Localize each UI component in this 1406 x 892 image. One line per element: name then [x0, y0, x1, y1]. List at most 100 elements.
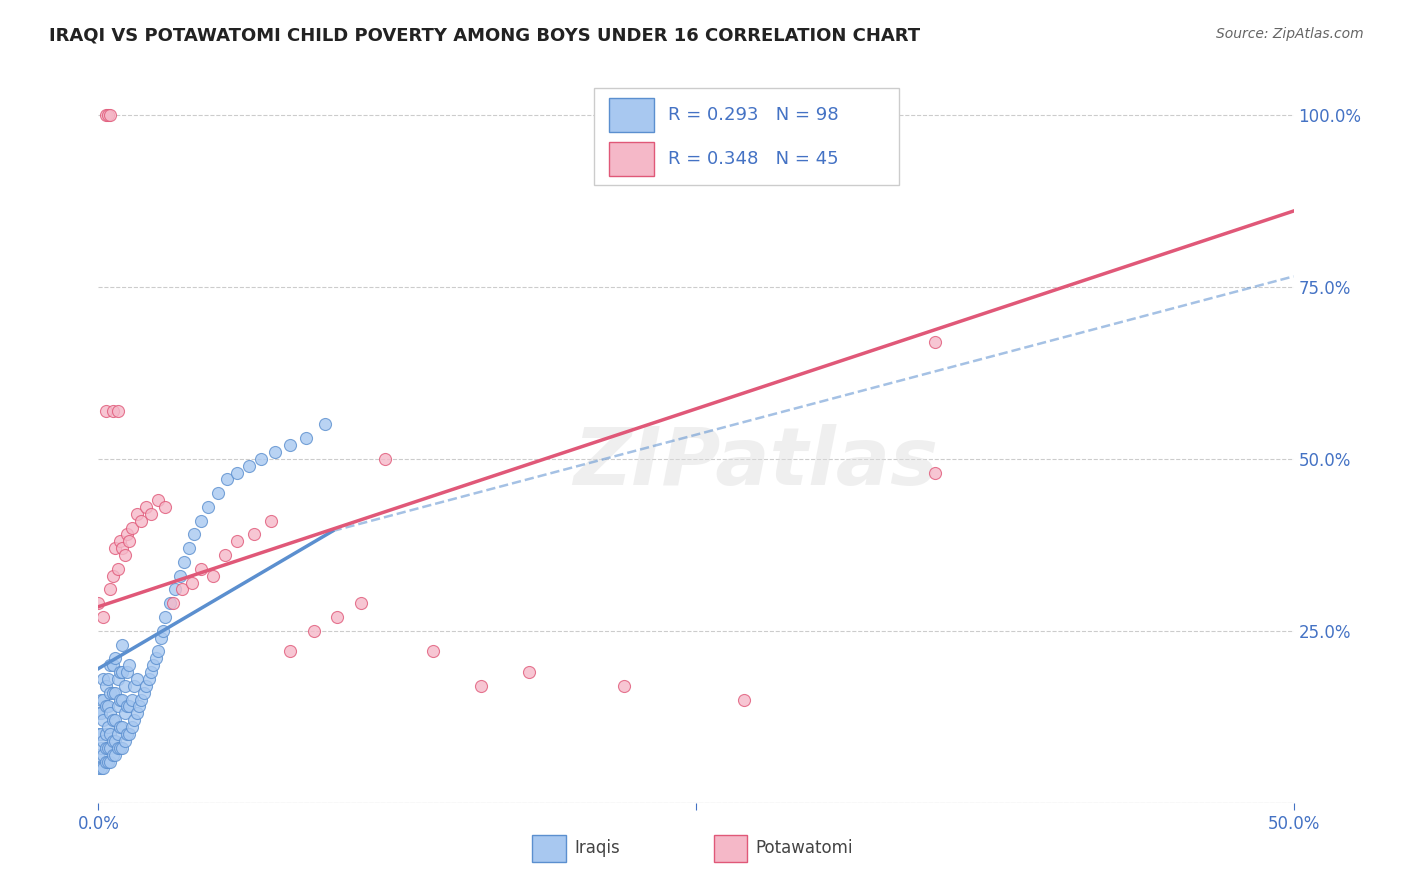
- Point: [101, 734, 124, 748]
- Point: [190, 514, 212, 528]
- Point: [226, 466, 249, 480]
- Point: [114, 706, 136, 721]
- Point: [104, 747, 127, 762]
- Point: [107, 740, 129, 755]
- Point: [107, 727, 129, 741]
- Point: [104, 686, 127, 700]
- Point: [111, 665, 134, 679]
- Point: [107, 672, 129, 686]
- Point: [94, 755, 117, 769]
- Point: [87, 596, 110, 610]
- Point: [107, 699, 129, 714]
- Point: [91, 761, 114, 775]
- Text: Source: ZipAtlas.com: Source: ZipAtlas.com: [1216, 27, 1364, 41]
- Point: [124, 713, 146, 727]
- Text: Potawatomi: Potawatomi: [756, 838, 853, 856]
- Point: [172, 582, 194, 597]
- Point: [94, 403, 117, 417]
- Point: [214, 548, 236, 562]
- Point: [97, 720, 120, 734]
- Point: [94, 740, 117, 755]
- Point: [326, 610, 349, 624]
- Point: [90, 740, 112, 755]
- Point: [118, 658, 141, 673]
- Point: [138, 672, 160, 686]
- Point: [111, 740, 134, 755]
- FancyBboxPatch shape: [595, 87, 900, 185]
- Point: [108, 740, 131, 755]
- FancyBboxPatch shape: [533, 835, 565, 862]
- Text: R = 0.293   N = 98: R = 0.293 N = 98: [668, 106, 839, 124]
- Point: [159, 596, 181, 610]
- Text: ZIPatlas: ZIPatlas: [574, 425, 938, 502]
- Point: [217, 472, 239, 486]
- Point: [87, 747, 110, 762]
- Point: [111, 638, 134, 652]
- Point: [125, 507, 148, 521]
- Point: [104, 734, 127, 748]
- Point: [135, 679, 157, 693]
- Point: [108, 720, 131, 734]
- Point: [190, 562, 212, 576]
- Text: R = 0.348   N = 45: R = 0.348 N = 45: [668, 150, 839, 168]
- Point: [98, 727, 122, 741]
- Point: [98, 686, 122, 700]
- Point: [278, 438, 301, 452]
- Point: [295, 431, 318, 445]
- Point: [197, 500, 219, 514]
- Point: [94, 699, 117, 714]
- Point: [207, 486, 229, 500]
- Point: [350, 596, 373, 610]
- Point: [264, 445, 287, 459]
- Point: [121, 720, 143, 734]
- Point: [108, 665, 131, 679]
- Point: [94, 679, 117, 693]
- Point: [90, 727, 112, 741]
- Point: [315, 417, 337, 432]
- Point: [104, 651, 127, 665]
- Point: [108, 534, 131, 549]
- Point: [226, 534, 249, 549]
- Point: [152, 624, 174, 638]
- Point: [111, 541, 134, 556]
- Point: [125, 706, 148, 721]
- FancyBboxPatch shape: [609, 142, 654, 177]
- Point: [98, 740, 122, 755]
- Point: [118, 699, 141, 714]
- Point: [107, 562, 129, 576]
- Point: [90, 706, 112, 721]
- Point: [131, 692, 153, 706]
- FancyBboxPatch shape: [714, 835, 748, 862]
- Point: [121, 520, 143, 534]
- Point: [114, 548, 136, 562]
- Point: [128, 699, 150, 714]
- Point: [148, 493, 170, 508]
- Point: [101, 747, 124, 762]
- Point: [517, 665, 540, 679]
- Point: [114, 679, 136, 693]
- Point: [470, 679, 492, 693]
- Point: [374, 451, 396, 466]
- Point: [97, 108, 120, 122]
- Point: [111, 720, 134, 734]
- Point: [97, 755, 120, 769]
- FancyBboxPatch shape: [609, 97, 654, 132]
- Point: [107, 403, 129, 417]
- Point: [114, 734, 136, 748]
- Point: [91, 692, 114, 706]
- Point: [101, 403, 124, 417]
- Point: [121, 692, 143, 706]
- Point: [131, 514, 153, 528]
- Point: [97, 672, 120, 686]
- Point: [149, 631, 172, 645]
- Point: [169, 568, 191, 582]
- Point: [132, 686, 155, 700]
- Point: [924, 334, 946, 349]
- Point: [104, 541, 127, 556]
- Point: [118, 727, 141, 741]
- Point: [94, 108, 117, 122]
- Point: [115, 665, 138, 679]
- Point: [87, 706, 110, 721]
- Point: [163, 582, 186, 597]
- Point: [101, 713, 124, 727]
